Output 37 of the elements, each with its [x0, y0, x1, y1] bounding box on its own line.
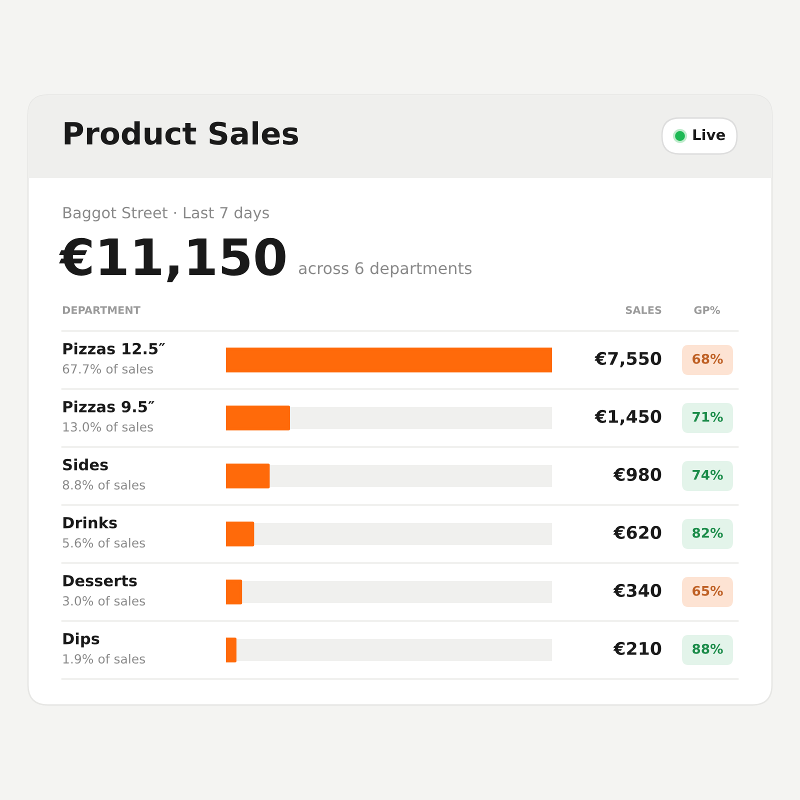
category-label: Desserts — [63, 575, 137, 586]
data-label: €210 — [613, 642, 662, 656]
data-label: 82% — [692, 528, 723, 538]
chart-title: Product Sales — [64, 121, 298, 145]
data-label: €980 — [613, 468, 662, 482]
bar — [226, 406, 290, 430]
data-label: 74% — [692, 470, 723, 480]
category-label: Drinks — [63, 516, 117, 528]
text: across 6 departments — [298, 262, 472, 278]
text: 8.8% of sales — [62, 480, 145, 490]
data-label: 68% — [692, 354, 723, 364]
category-label: Pizzas 9.5″ — [63, 400, 154, 412]
chart-subtitle: Baggot Street · Last 7 days — [64, 206, 269, 222]
text: 1.9% of sales — [63, 654, 145, 664]
text: 67.7% of sales — [62, 364, 153, 374]
data-label: €620 — [613, 526, 662, 540]
data-label: €340 — [613, 584, 662, 598]
category-label: Pizzas 12.5″ — [63, 342, 166, 354]
text: €11,150 — [59, 238, 286, 282]
data-label: 65% — [692, 586, 723, 596]
bar — [226, 464, 270, 488]
data-label: €7,550 — [594, 352, 662, 368]
text: GP% — [694, 306, 720, 314]
data-label: 88% — [692, 644, 723, 654]
text: 5.6% of sales — [62, 538, 145, 548]
text: 3.0% of sales — [62, 596, 145, 606]
bar — [226, 522, 254, 546]
data-label: 71% — [692, 412, 723, 422]
text: SALES — [626, 306, 662, 314]
text: 13.0% of sales — [63, 422, 153, 432]
category-label: Sides — [63, 458, 108, 470]
bar — [226, 580, 242, 604]
category-label: Dips — [63, 632, 100, 648]
text: Live — [693, 128, 725, 140]
data-label: €1,450 — [594, 410, 662, 426]
bar — [226, 638, 236, 662]
text: DEPARTMENT — [62, 306, 140, 314]
